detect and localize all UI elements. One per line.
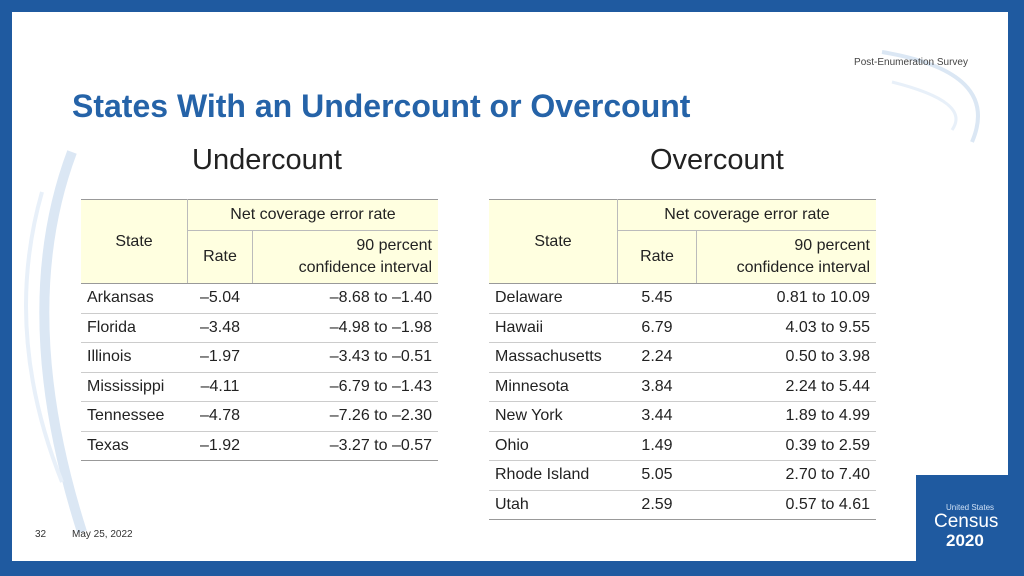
table-row: New York 3.44 1.89 to 4.99 <box>489 401 876 432</box>
logo-united-states: United States <box>946 503 995 512</box>
ci-cell: 0.57 to 4.61 <box>696 490 876 520</box>
rate-cell: 2.59 <box>617 490 697 520</box>
table-row: Ohio 1.49 0.39 to 2.59 <box>489 431 876 461</box>
column-header-ci: 90 percent confidence interval <box>696 230 876 284</box>
footer-date: May 25, 2022 <box>72 529 133 540</box>
table-row: Texas –1.92 –3.27 to –0.57 <box>81 431 438 461</box>
rate-cell: 5.45 <box>617 283 697 314</box>
ci-cell: 4.03 to 9.55 <box>696 313 876 343</box>
state-cell: Hawaii <box>489 313 618 343</box>
ci-header-line1: 90 percent <box>794 237 870 254</box>
decorative-swirl <box>24 50 980 534</box>
ci-cell: –3.27 to –0.57 <box>252 431 438 461</box>
state-cell: Arkansas <box>81 283 188 314</box>
undercount-table: State Net coverage error rate Rate 90 pe… <box>81 199 438 461</box>
table-row: Hawaii 6.79 4.03 to 9.55 <box>489 313 876 343</box>
column-header-state: State <box>81 199 188 284</box>
state-cell: Massachusetts <box>489 342 618 373</box>
column-header-rate: Rate <box>187 230 253 284</box>
slide: Post-Enumeration Survey States With an U… <box>12 12 1008 561</box>
state-cell: Tennessee <box>81 401 188 432</box>
column-header-ci: 90 percent confidence interval <box>252 230 438 284</box>
ci-cell: 0.81 to 10.09 <box>696 283 876 314</box>
table-row: Illinois –1.97 –3.43 to –0.51 <box>81 342 438 373</box>
ci-cell: 0.50 to 3.98 <box>696 342 876 373</box>
table-row: Arkansas –5.04 –8.68 to –1.40 <box>81 283 438 314</box>
page-number: 32 <box>35 529 47 540</box>
rate-cell: –4.78 <box>187 401 253 432</box>
column-header-state: State <box>489 199 618 284</box>
column-header-rate: Rate <box>617 230 697 284</box>
state-cell: Texas <box>81 431 188 461</box>
table-row: Massachusetts 2.24 0.50 to 3.98 <box>489 342 876 373</box>
state-cell: Florida <box>81 313 188 343</box>
ci-cell: 2.70 to 7.40 <box>696 460 876 491</box>
ci-cell: –6.79 to –1.43 <box>252 372 438 402</box>
column-header-net-coverage: Net coverage error rate <box>187 199 438 231</box>
ci-cell: –3.43 to –0.51 <box>252 342 438 373</box>
rate-cell: –5.04 <box>187 283 253 314</box>
ci-cell: 0.39 to 2.59 <box>696 431 876 461</box>
ci-cell: 2.24 to 5.44 <box>696 372 876 402</box>
rate-cell: –1.97 <box>187 342 253 373</box>
ci-header-line2: confidence interval <box>298 259 432 276</box>
table-row: Mississippi –4.11 –6.79 to –1.43 <box>81 372 438 402</box>
page-title: States With an Undercount or Overcount <box>72 88 691 124</box>
census-logo: United States Census 2020 <box>916 475 1008 561</box>
state-cell: Mississippi <box>81 372 188 402</box>
ci-header-line1: 90 percent <box>356 237 432 254</box>
state-cell: Utah <box>489 490 618 520</box>
table-row: Delaware 5.45 0.81 to 10.09 <box>489 283 876 314</box>
survey-label: Post-Enumeration Survey <box>854 57 968 68</box>
state-cell: Minnesota <box>489 372 618 402</box>
rate-cell: 6.79 <box>617 313 697 343</box>
ci-cell: 1.89 to 4.99 <box>696 401 876 432</box>
state-cell: Ohio <box>489 431 618 461</box>
table-row: Florida –3.48 –4.98 to –1.98 <box>81 313 438 343</box>
rate-cell: 3.44 <box>617 401 697 432</box>
rate-cell: –1.92 <box>187 431 253 461</box>
state-cell: Rhode Island <box>489 460 618 491</box>
ci-cell: –4.98 to –1.98 <box>252 313 438 343</box>
logo-census: Census <box>934 511 999 532</box>
undercount-title: Undercount <box>192 144 342 176</box>
overcount-table: State Net coverage error rate Rate 90 pe… <box>489 199 876 520</box>
ci-cell: –7.26 to –2.30 <box>252 401 438 432</box>
rate-cell: –4.11 <box>187 372 253 402</box>
ci-cell: –8.68 to –1.40 <box>252 283 438 314</box>
rate-cell: 3.84 <box>617 372 697 402</box>
table-row: Utah 2.59 0.57 to 4.61 <box>489 490 876 520</box>
column-header-net-coverage: Net coverage error rate <box>617 199 876 231</box>
table-row: Rhode Island 5.05 2.70 to 7.40 <box>489 460 876 491</box>
state-cell: New York <box>489 401 618 432</box>
rate-cell: 5.05 <box>617 460 697 491</box>
state-cell: Illinois <box>81 342 188 373</box>
table-row: Tennessee –4.78 –7.26 to –2.30 <box>81 401 438 432</box>
ci-header-line2: confidence interval <box>736 259 870 276</box>
rate-cell: 1.49 <box>617 431 697 461</box>
rate-cell: –3.48 <box>187 313 253 343</box>
logo-year: 2020 <box>946 531 984 550</box>
state-cell: Delaware <box>489 283 618 314</box>
overcount-title: Overcount <box>650 144 784 176</box>
rate-cell: 2.24 <box>617 342 697 373</box>
table-row: Minnesota 3.84 2.24 to 5.44 <box>489 372 876 402</box>
